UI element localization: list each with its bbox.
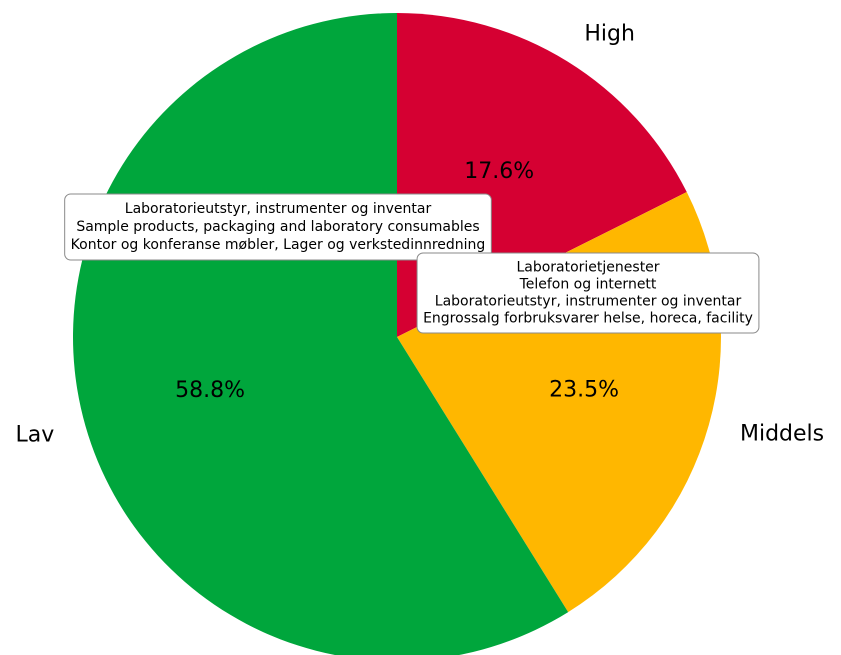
pct-label-middels: 23.5% — [549, 377, 619, 402]
annotation-line: Laboratorieutstyr, instrumenter og inven… — [125, 201, 432, 217]
annotation-line: Kontor og konferanse møbler, Lager og ve… — [71, 237, 486, 253]
annotation-line: Laboratorietjenester — [516, 260, 659, 276]
pct-label-high: 17.6% — [464, 159, 534, 184]
annotation-line: Engrossalg forbruksvarer helse, horeca, … — [423, 311, 753, 327]
category-label-high: High — [584, 21, 635, 46]
annotation-line: Laboratorieutstyr, instrumenter og inven… — [435, 294, 742, 310]
pct-label-lav: 58.8% — [175, 378, 245, 403]
annotation-line: Telefon og internett — [519, 277, 657, 293]
category-label-middels: Middels — [740, 421, 824, 446]
slices-layer — [73, 13, 721, 655]
category-label-lav: Lav — [16, 422, 55, 447]
annotation-line: Sample products, packaging and laborator… — [76, 219, 479, 235]
annotation-box-lav: Laboratorieutstyr, instrumenter og inven… — [65, 194, 492, 260]
